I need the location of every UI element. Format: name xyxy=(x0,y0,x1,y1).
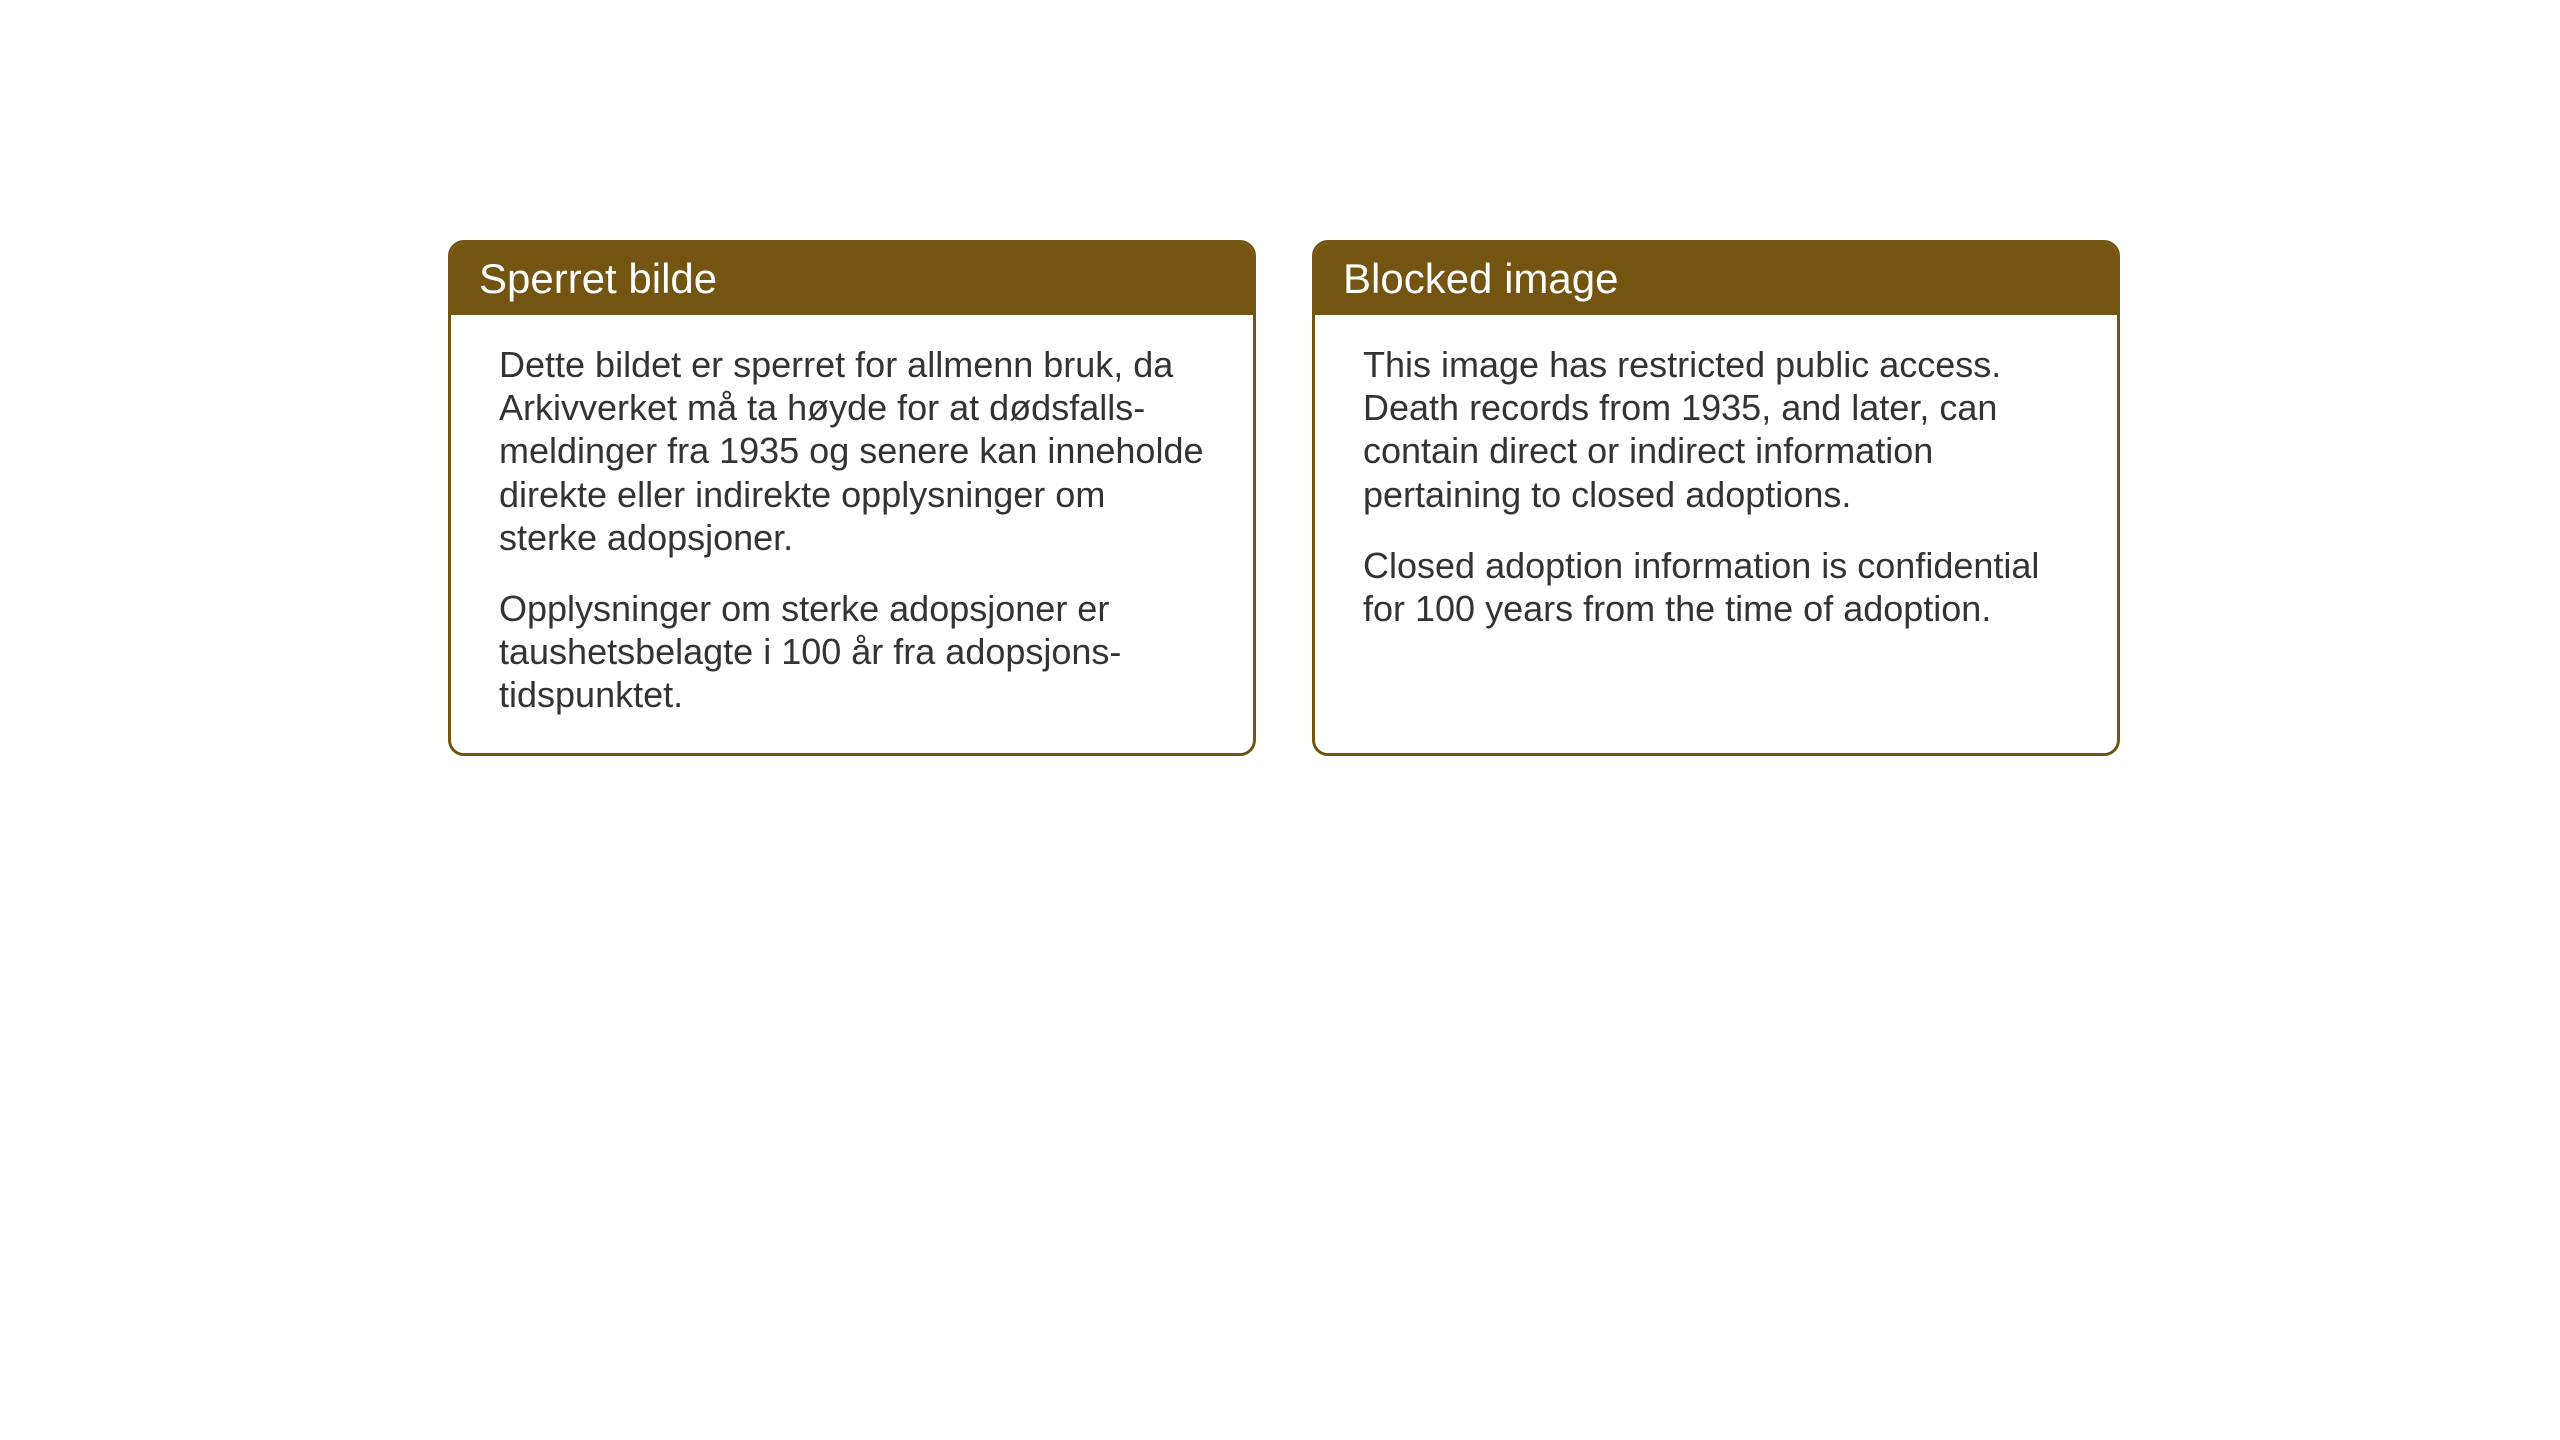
notice-paragraph-1-norwegian: Dette bildet er sperret for allmenn bruk… xyxy=(499,343,1205,559)
notice-box-norwegian: Sperret bilde Dette bildet er sperret fo… xyxy=(448,240,1256,756)
notice-body-norwegian: Dette bildet er sperret for allmenn bruk… xyxy=(451,315,1253,753)
notice-header-norwegian: Sperret bilde xyxy=(451,243,1253,315)
notice-header-english: Blocked image xyxy=(1315,243,2117,315)
notice-paragraph-2-norwegian: Opplysninger om sterke adopsjoner er tau… xyxy=(499,587,1205,717)
notices-container: Sperret bilde Dette bildet er sperret fo… xyxy=(448,240,2120,756)
notice-box-english: Blocked image This image has restricted … xyxy=(1312,240,2120,756)
notice-paragraph-1-english: This image has restricted public access.… xyxy=(1363,343,2069,516)
notice-paragraph-2-english: Closed adoption information is confident… xyxy=(1363,544,2069,630)
notice-body-english: This image has restricted public access.… xyxy=(1315,315,2117,666)
